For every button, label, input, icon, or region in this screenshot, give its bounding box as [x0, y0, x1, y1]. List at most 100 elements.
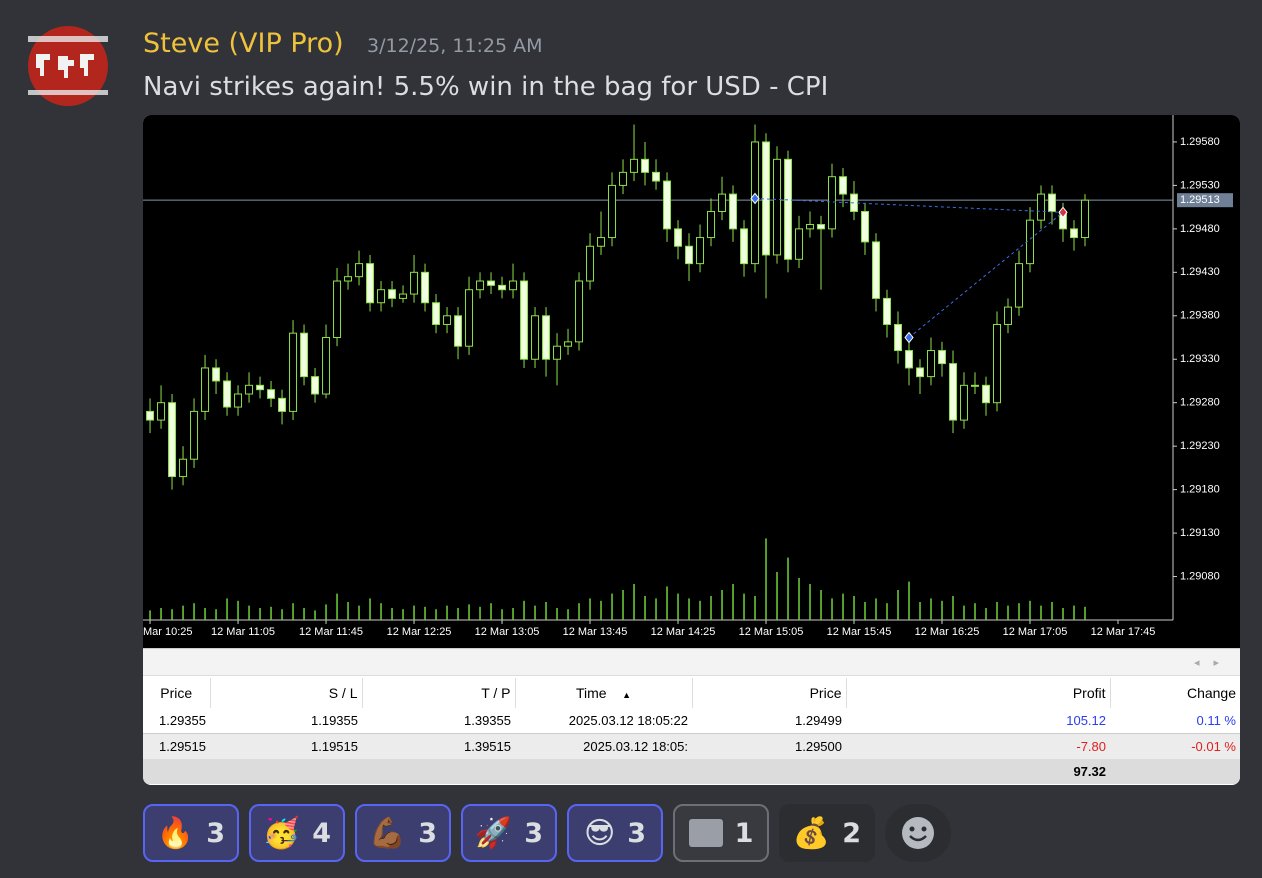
- candle-body: [773, 158, 782, 256]
- candle-body: [938, 350, 947, 365]
- reaction-emoji: 😎: [583, 815, 616, 851]
- message-text: Navi strikes again! 5.5% win in the bag …: [143, 72, 829, 102]
- candle-body: [157, 402, 166, 421]
- reaction-emoji: 🥳: [262, 815, 301, 851]
- candle-body: [960, 384, 969, 421]
- reaction[interactable]: 🔥 3: [143, 804, 239, 862]
- author-name[interactable]: Steve (VIP Pro): [143, 28, 344, 59]
- x-tick-label: 12 Mar 13:05: [475, 626, 540, 638]
- reaction-count: 3: [627, 817, 647, 849]
- reaction-count: 3: [418, 817, 438, 849]
- candle-body: [399, 293, 408, 299]
- header[interactable]: Price: [143, 678, 211, 708]
- candle-body: [630, 158, 639, 173]
- candle-body: [1015, 263, 1024, 308]
- header-text: Time: [575, 685, 607, 701]
- candle-body: [586, 245, 595, 282]
- header[interactable]: Time ▲: [515, 678, 693, 708]
- candle-body: [839, 176, 848, 195]
- candle-body: [696, 237, 705, 265]
- candle-body: [432, 302, 441, 325]
- y-tick-label: 1.29230: [1180, 440, 1220, 452]
- y-tick-label: 1.29530: [1180, 179, 1220, 191]
- candle-body: [190, 410, 199, 460]
- candle-body: [454, 315, 463, 347]
- candle-body: [487, 280, 496, 286]
- candle-body: [685, 245, 694, 265]
- cell: 1.19355: [311, 713, 358, 728]
- candle-body: [740, 228, 749, 265]
- candle-body: [322, 337, 331, 395]
- cell: -7.80: [846, 733, 1110, 759]
- cell: -0.01 %: [1110, 733, 1240, 759]
- candle-body: [300, 332, 309, 378]
- reaction-emoji: 🔥: [156, 815, 195, 851]
- candle-body: [971, 384, 980, 387]
- header[interactable]: T / P: [362, 678, 516, 708]
- y-tick-label: 1.29430: [1180, 266, 1220, 278]
- candle-body: [498, 284, 507, 291]
- reaction-count: 4: [312, 817, 332, 849]
- reaction[interactable]: 🥳 4: [249, 804, 345, 862]
- cell: 1.29499: [795, 713, 842, 728]
- candle-body: [1070, 228, 1079, 239]
- header[interactable]: Price: [692, 678, 847, 708]
- candle-body: [619, 171, 628, 186]
- candle-body: [894, 323, 903, 352]
- candle-body: [366, 263, 375, 304]
- x-tick-label: 12 Mar 13:45: [563, 626, 628, 638]
- candle-body: [223, 380, 232, 408]
- candle-body: [333, 280, 342, 339]
- reaction-count: 2: [842, 817, 862, 849]
- candle-body: [234, 393, 243, 408]
- reaction[interactable]: 🚀 3: [461, 804, 557, 862]
- candle-body: [663, 180, 672, 230]
- candle-body: [1037, 193, 1046, 221]
- x-tick-label: Mar 10:25: [143, 626, 193, 638]
- candle-body: [1081, 199, 1090, 239]
- reaction-image: [688, 819, 723, 847]
- add-reaction-button[interactable]: [885, 804, 951, 862]
- candle-body: [674, 228, 683, 247]
- candle-body: [465, 289, 474, 347]
- x-tick-label: 12 Mar 17:45: [1091, 626, 1156, 638]
- candle-body: [784, 158, 793, 260]
- x-tick-label: 12 Mar 17:05: [1003, 626, 1068, 638]
- candle-body: [256, 384, 265, 391]
- candle-body: [729, 193, 738, 230]
- cell: 1.29515: [143, 733, 210, 759]
- header[interactable]: S / L: [210, 678, 363, 708]
- candle-body: [817, 224, 826, 230]
- current-price-box: [1177, 193, 1233, 208]
- attachment-image[interactable]: 1.29580 1.29530 1.29480 1.29430 1.29380 1.293…: [143, 115, 1240, 785]
- cell: 0.11 %: [1196, 713, 1236, 728]
- reaction[interactable]: 💰 2: [779, 804, 875, 862]
- avatar[interactable]: [28, 26, 108, 106]
- candle-body: [883, 297, 892, 325]
- reaction-count: 3: [206, 817, 226, 849]
- candle-body: [806, 224, 815, 230]
- reaction[interactable]: 😎 3: [567, 804, 663, 862]
- candle-body: [344, 276, 353, 282]
- x-tick-label: 12 Mar 12:25: [387, 626, 452, 638]
- trade-marker: [904, 331, 914, 344]
- header[interactable]: Change: [1186, 685, 1236, 701]
- candle-body: [531, 315, 540, 360]
- candle-body: [1026, 219, 1035, 265]
- candle-body: [1004, 306, 1013, 325]
- reaction-emoji: 💪🏾: [368, 815, 407, 851]
- reaction-count: 1: [734, 817, 754, 849]
- candle-body: [542, 315, 551, 360]
- reaction[interactable]: 1: [673, 804, 769, 862]
- candle-body: [146, 410, 155, 421]
- x-tick-label: 12 Mar 11:05: [211, 626, 275, 638]
- candle-body: [564, 341, 573, 347]
- candle-body: [949, 363, 958, 421]
- candle-body: [377, 289, 386, 304]
- reaction[interactable]: 💪🏾 3: [355, 804, 451, 862]
- candle-body: [828, 176, 837, 230]
- cell: 1.29500: [692, 733, 846, 759]
- cell: 1.39355: [464, 713, 511, 728]
- header[interactable]: Profit: [846, 678, 1111, 708]
